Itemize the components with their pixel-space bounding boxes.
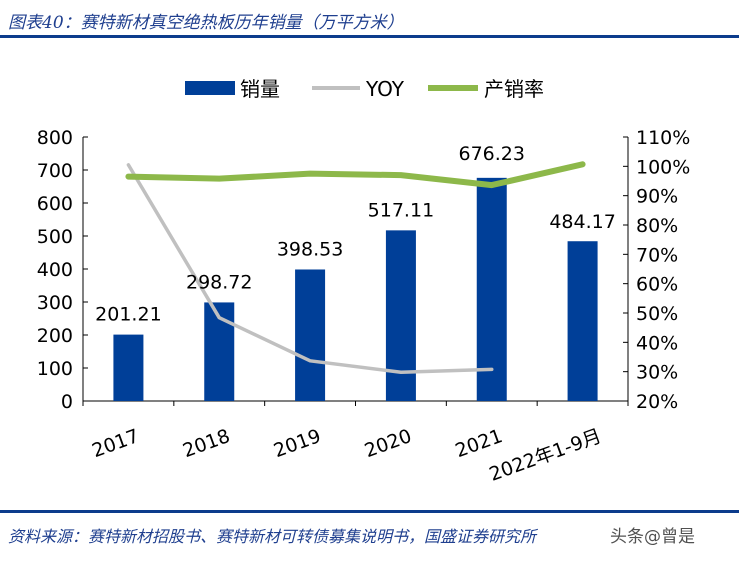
left-tick-label: 600 bbox=[37, 193, 73, 215]
data-label: 484.17 bbox=[549, 211, 615, 233]
bar-2017 bbox=[113, 334, 144, 401]
left-tick-label: 500 bbox=[37, 226, 73, 248]
legend-swatch-bar bbox=[185, 81, 235, 95]
left-tick-label: 800 bbox=[37, 127, 73, 149]
left-tick-label: 700 bbox=[37, 160, 73, 182]
right-tick-label: 70% bbox=[636, 244, 678, 266]
line-YOY bbox=[126, 163, 494, 375]
bar-2019 bbox=[295, 269, 326, 401]
x-tick-label: 2021 bbox=[452, 425, 505, 462]
left-tick-label: 100 bbox=[37, 358, 73, 380]
bar-2020 bbox=[385, 230, 416, 401]
footer-rule bbox=[0, 510, 739, 513]
legend-label: 销量 bbox=[240, 77, 280, 101]
right-tick-label: 20% bbox=[636, 391, 678, 413]
right-tick-label: 30% bbox=[636, 362, 678, 384]
left-tick-label: 200 bbox=[37, 325, 73, 347]
x-tick-label: 2022年1-9月 bbox=[486, 425, 604, 486]
x-tick-label: 2018 bbox=[180, 425, 233, 462]
right-tick-label: 110% bbox=[636, 127, 690, 149]
x-tick-label: 2020 bbox=[362, 425, 415, 462]
right-tick-label: 50% bbox=[636, 303, 678, 325]
left-tick-label: 300 bbox=[37, 292, 73, 314]
legend-label: YOY bbox=[365, 77, 405, 101]
bar-2022年1-9月 bbox=[567, 241, 598, 401]
left-tick-label: 400 bbox=[37, 259, 73, 281]
data-label: 201.21 bbox=[95, 304, 161, 326]
left-tick-label: 0 bbox=[61, 391, 73, 413]
right-tick-label: 80% bbox=[636, 215, 678, 237]
right-tick-label: 60% bbox=[636, 274, 678, 296]
right-tick-label: 40% bbox=[636, 332, 678, 354]
title-rule bbox=[0, 35, 739, 38]
line-产销率 bbox=[125, 161, 586, 189]
watermark: 头条@曾是 bbox=[610, 527, 695, 547]
source-note: 资料来源：赛特新材招股书、赛特新材可转债募集说明书，国盛证券研究所 bbox=[8, 527, 537, 546]
figure-title: 图表40：赛特新材真空绝热板历年销量（万平方米） bbox=[8, 13, 404, 33]
data-label: 298.72 bbox=[186, 271, 252, 293]
x-tick-label: 2017 bbox=[89, 425, 142, 462]
data-label: 517.11 bbox=[368, 199, 434, 221]
right-tick-label: 90% bbox=[636, 186, 678, 208]
right-tick-label: 100% bbox=[636, 156, 690, 178]
x-tick-label: 2019 bbox=[271, 425, 324, 462]
data-label: 398.53 bbox=[277, 238, 343, 260]
bar-2021 bbox=[476, 177, 507, 401]
data-label: 676.23 bbox=[459, 143, 525, 165]
legend-label: 产销率 bbox=[484, 77, 544, 101]
